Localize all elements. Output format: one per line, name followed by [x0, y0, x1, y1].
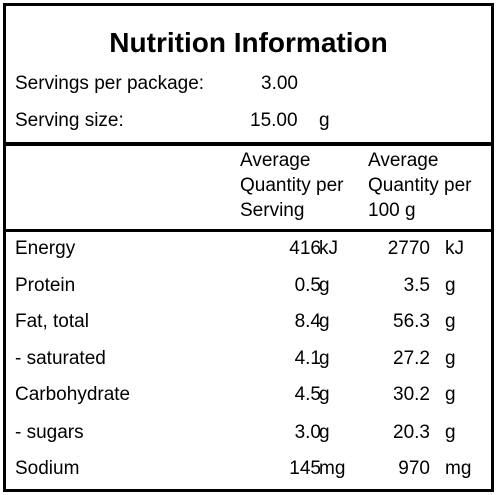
per-100g-unit: mg	[445, 458, 472, 479]
per-100g-value: 20.3	[393, 422, 430, 443]
per-100g-unit: kJ	[445, 238, 464, 259]
nutrient-name: Protein	[15, 275, 76, 296]
per-serving-value: 8.4	[294, 311, 321, 332]
per-serving-unit: g	[319, 275, 330, 296]
per-serving-unit: mg	[319, 458, 346, 479]
per-100g-value: 3.5	[403, 275, 430, 296]
nutrient-name: - saturated	[15, 348, 106, 369]
header-divider	[6, 142, 491, 146]
servings-per-package-value: 3.00	[261, 73, 298, 94]
per-serving-value: 4.5	[294, 384, 321, 405]
per-serving-value: 416	[289, 238, 321, 259]
per-100g-value: 970	[398, 458, 430, 479]
serving-size-label: Serving size:	[15, 110, 124, 131]
header-per-serving-line-2: Quantity per	[240, 175, 344, 196]
per-serving-unit: g	[319, 422, 330, 443]
nutrient-name: - sugars	[15, 422, 84, 443]
per-100g-value: 2770	[387, 238, 430, 259]
serving-size-unit: g	[319, 110, 330, 131]
per-100g-unit: g	[445, 348, 456, 369]
per-serving-value: 3.0	[294, 422, 321, 443]
per-100g-value: 30.2	[393, 384, 430, 405]
per-serving-value: 4.1	[294, 348, 321, 369]
per-100g-value: 27.2	[393, 348, 430, 369]
per-100g-unit: g	[445, 422, 456, 443]
nutrient-name: Energy	[15, 238, 76, 259]
panel-title: Nutrition Information	[109, 27, 388, 58]
nutrient-name: Sodium	[15, 458, 80, 479]
nutrient-name: Carbohydrate	[15, 384, 131, 405]
per-100g-unit: g	[445, 275, 456, 296]
nutrient-name: Fat, total	[15, 311, 89, 332]
header-per-100g-line-2: Quantity per	[368, 175, 472, 196]
header-per-serving-line-3: Serving	[240, 200, 305, 221]
header-per-100g-line-1: Average	[368, 150, 439, 171]
header-per-serving-line-1: Average	[240, 150, 311, 171]
per-serving-unit: g	[319, 348, 330, 369]
serving-size-value: 15.00	[250, 110, 298, 131]
per-serving-unit: g	[319, 384, 330, 405]
per-serving-unit: g	[319, 311, 330, 332]
per-100g-unit: g	[445, 311, 456, 332]
per-serving-value: 0.5	[294, 275, 321, 296]
per-serving-unit: kJ	[319, 238, 338, 259]
per-100g-value: 56.3	[393, 311, 430, 332]
header-per-100g-line-3: 100 g	[368, 200, 416, 221]
per-100g-unit: g	[445, 384, 456, 405]
servings-per-package-label: Servings per package:	[15, 73, 205, 94]
body-divider	[6, 229, 491, 232]
per-serving-value: 145	[289, 458, 321, 479]
nutrition-panel: Nutrition Information Servings per packa…	[3, 3, 494, 492]
